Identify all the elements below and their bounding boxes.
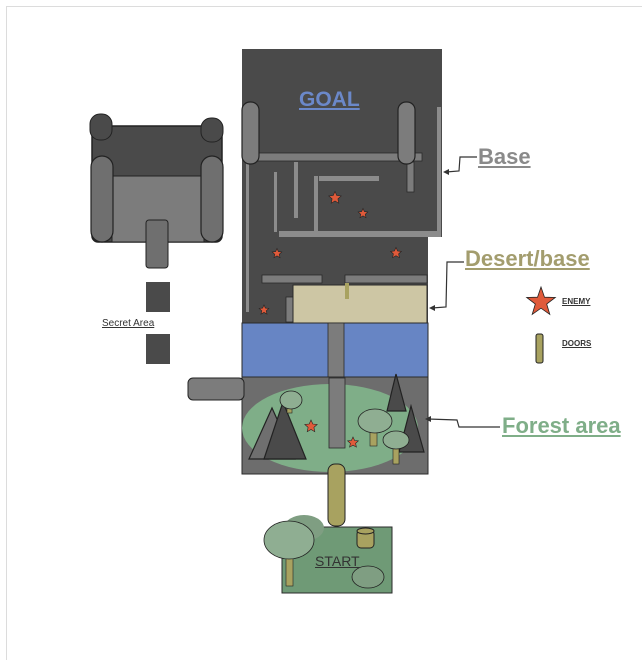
goal-label: GOAL [299, 88, 360, 111]
tree-icon [263, 515, 324, 587]
base-wall [319, 176, 379, 181]
start-door-path [327, 463, 346, 527]
base-label: Base [478, 144, 531, 169]
base-wall [314, 176, 318, 236]
arrowhead-icon [425, 416, 431, 422]
base-pointer-arrow [445, 156, 477, 173]
water-bridge [327, 322, 345, 379]
base-wall [437, 107, 441, 237]
base-wall [249, 152, 423, 162]
legend-doors-label: DOORS [562, 339, 592, 348]
forest-pointer-arrow [427, 418, 500, 428]
legend-enemy-star-icon [525, 285, 557, 316]
secret-passage [187, 377, 245, 401]
secret-entrance [145, 219, 169, 269]
enemy-star-icon [328, 190, 342, 204]
arrowhead-icon [429, 305, 435, 311]
base-wall [406, 161, 415, 193]
secret-block-2 [146, 334, 170, 364]
mountain-icon [386, 373, 407, 412]
base-wall [344, 274, 428, 284]
bush-icon [351, 565, 385, 589]
tree-icon [279, 390, 303, 414]
tree-icon [357, 408, 393, 447]
desert-pointer-arrow [431, 261, 464, 309]
secret-area-label: Secret Area [102, 318, 155, 329]
enemy-star-icon [304, 419, 318, 433]
base-wall [261, 274, 323, 284]
enemy-star-icon [389, 246, 403, 259]
secret-tower-top-left [89, 113, 113, 141]
secret-tower-bottom-right [200, 155, 224, 243]
start-zone [263, 463, 393, 594]
desert-strip [292, 284, 428, 324]
forest-area [187, 373, 429, 475]
arrowhead-icon [443, 169, 449, 175]
base-wall [294, 162, 298, 218]
mountain-icon [263, 400, 307, 460]
base-wall [274, 172, 277, 232]
secret-area-building [89, 113, 224, 364]
goal-tower-left [241, 101, 260, 165]
canvas-border [6, 6, 642, 660]
secret-tower-top-right [200, 117, 224, 143]
base-wall [279, 231, 441, 237]
enemy-star-icon [346, 436, 360, 448]
forest-path [328, 377, 346, 449]
start-label: START [315, 553, 360, 569]
enemy-star-icon [357, 207, 369, 219]
forest-area-label: Forest area [502, 413, 621, 438]
legend-door-icon [535, 333, 544, 364]
enemy-star-icon [258, 304, 270, 315]
legend-enemy-label: ENEMY [562, 297, 591, 306]
tree-icon [382, 430, 410, 465]
barrel-icon [356, 527, 375, 549]
secret-tower-bottom-left [90, 155, 114, 243]
base-enemies [258, 190, 403, 315]
label-connectors [425, 156, 500, 428]
goal-tower-right [397, 101, 416, 165]
secret-block-1 [146, 282, 170, 312]
desert-door [345, 283, 349, 299]
base-wall [246, 162, 249, 312]
enemy-star-icon [271, 247, 283, 259]
main-base [241, 49, 442, 324]
desert-base-label: Desert/base [465, 246, 590, 271]
